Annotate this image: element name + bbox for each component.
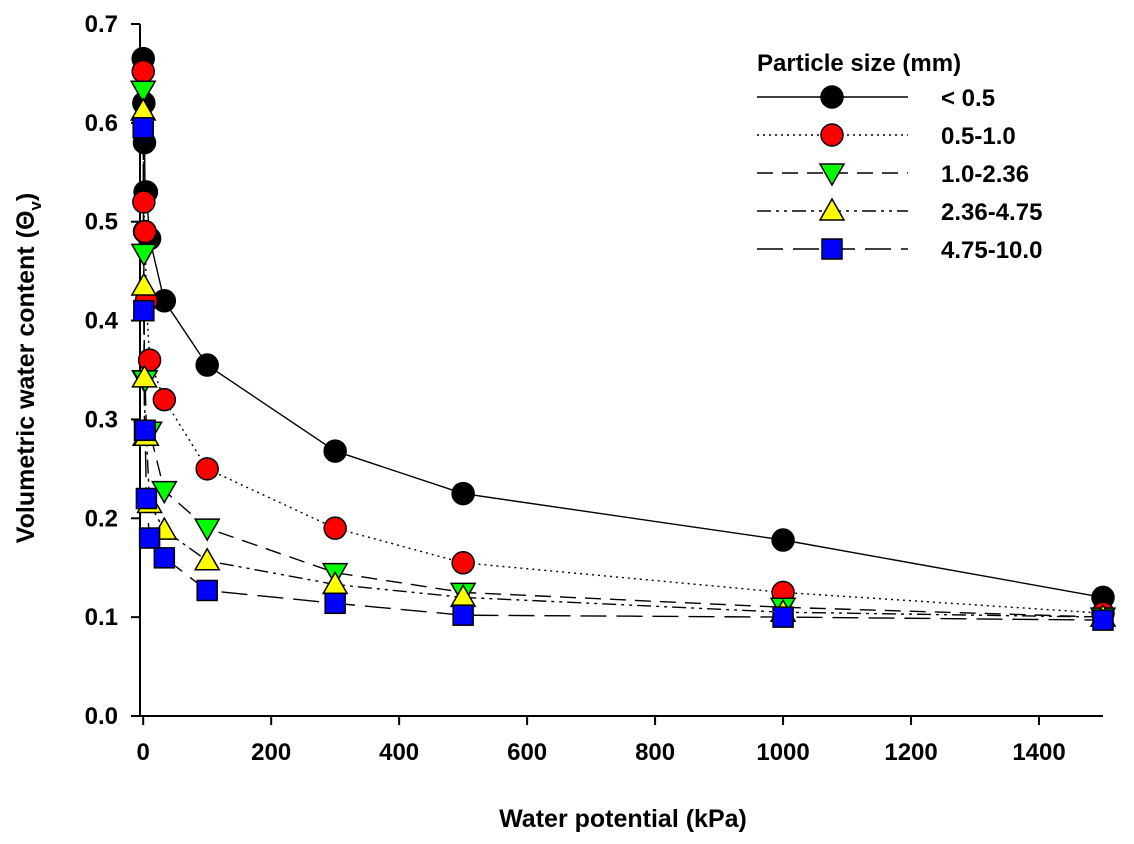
data-point-s4 [132, 117, 154, 139]
data-point-s1 [323, 516, 347, 540]
data-point-s4 [153, 547, 176, 569]
y-axis-title-text: Volumetric water content [12, 246, 40, 543]
series-line-2 [142, 90, 1104, 618]
data-point-s4 [1092, 609, 1114, 631]
legend: Particle size (mm) < 0.5 0.5-1.0 1.0-2.36 2.… [757, 50, 1042, 264]
data-point-s4 [452, 604, 474, 626]
x-tick-label: 600 [507, 739, 547, 766]
y-axis-title-subscript: v [26, 201, 45, 211]
x-tick-label: 800 [635, 739, 675, 766]
x-tick-label: 200 [251, 739, 291, 766]
y-tick-label: 0.2 [85, 505, 118, 532]
data-point-s1 [133, 219, 157, 244]
data-point-s3 [131, 364, 158, 388]
y-tick-label: 0.1 [85, 604, 118, 631]
data-point-s0 [195, 353, 219, 377]
data-point-s1 [137, 348, 162, 372]
data-point-s1 [131, 59, 155, 84]
y-axis-title: Volumetric water content(Θv) [12, 193, 45, 543]
data-point-s2 [129, 80, 157, 104]
y-tick-label: 0.7 [85, 11, 118, 38]
legend-label-4: 4.75-10.0 [941, 237, 1042, 264]
data-point-s4 [138, 527, 161, 549]
data-point-s0 [451, 481, 475, 506]
x-axis-title: Water potential (kPa) [499, 805, 747, 833]
y-tick-label: 0.6 [85, 110, 118, 137]
data-point-s2 [130, 243, 158, 267]
legend-title: Particle size (mm) [757, 50, 961, 77]
series-markers [129, 46, 1117, 631]
data-point-s4 [135, 487, 158, 510]
legend-label-3: 2.36-4.75 [941, 199, 1042, 226]
data-point-s0 [771, 528, 795, 552]
legend-marker-2 [818, 163, 846, 187]
legend-marker-0 [820, 85, 844, 109]
data-point-s1 [152, 387, 177, 412]
data-point-s4 [133, 299, 155, 322]
legend-label-1: 0.5-1.0 [941, 123, 1016, 150]
x-tick-label: 1000 [756, 739, 809, 766]
x-tick-label: 0 [137, 739, 150, 766]
data-point-s4 [134, 419, 156, 442]
legend-label-0: < 0.5 [941, 85, 995, 112]
legend-marker-1 [820, 123, 844, 147]
data-point-s1 [195, 457, 219, 481]
x-tick-label: 1400 [1012, 739, 1065, 766]
data-point-s1 [132, 190, 156, 214]
y-axis-title-symbol: Θ [12, 211, 40, 230]
data-point-s2 [193, 518, 221, 542]
legend-marker-4 [821, 238, 843, 260]
y-tick-label: 0.4 [85, 308, 119, 335]
data-point-s0 [323, 439, 347, 463]
legend-label-2: 1.0-2.36 [941, 161, 1029, 188]
data-point-s4 [196, 579, 218, 602]
data-point-s1 [451, 551, 475, 575]
y-tick-label: 0.3 [85, 406, 118, 433]
x-tick-label: 400 [379, 739, 419, 766]
data-point-s3 [130, 272, 158, 296]
data-point-s4 [772, 606, 794, 628]
axes: 0.0 0.1 0.2 0.3 0.4 0.5 0.6 0.7 0 200 400 600 800 100… [85, 11, 1103, 766]
legend-marker-3 [818, 197, 846, 221]
y-tick-label: 0.0 [85, 703, 118, 730]
x-tick-label: 1200 [884, 739, 937, 766]
data-point-s2 [151, 480, 178, 505]
data-point-s4 [324, 592, 346, 615]
series-line-4 [142, 127, 1104, 621]
y-tick-label: 0.5 [85, 209, 118, 236]
data-point-s3 [193, 547, 221, 571]
